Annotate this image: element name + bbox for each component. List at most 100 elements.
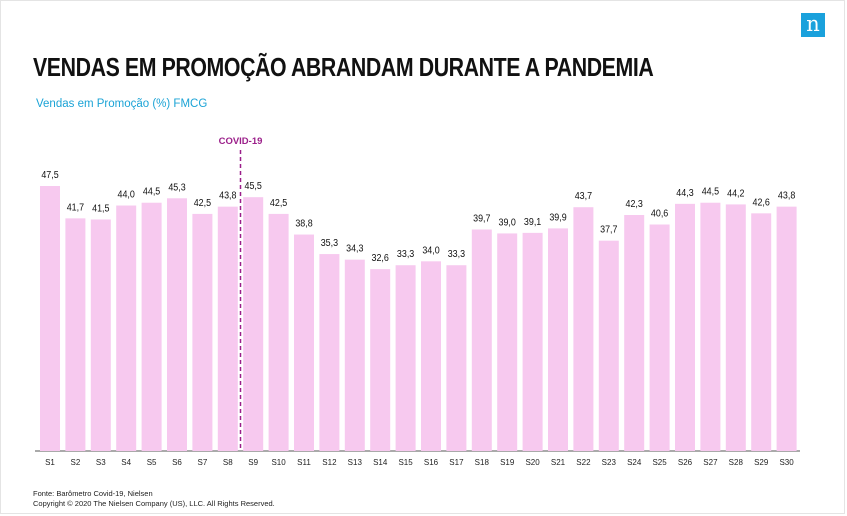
- value-label-s13: 34,3: [346, 243, 363, 255]
- x-tick-s5: S5: [147, 458, 157, 467]
- covid-annotation: COVID-19: [219, 136, 263, 451]
- x-tick-s4: S4: [121, 458, 131, 467]
- value-label-s21: 39,9: [549, 212, 566, 224]
- bar-s11: [294, 234, 314, 451]
- bar-s29: [751, 213, 772, 451]
- value-label-s2: 41,7: [67, 202, 84, 214]
- x-tick-s24: S24: [627, 458, 642, 467]
- x-tick-s26: S26: [678, 458, 693, 467]
- x-tick-s10: S10: [271, 458, 286, 467]
- x-tick-s19: S19: [500, 458, 515, 467]
- bar-s12: [319, 254, 340, 451]
- value-label-s6: 45,3: [168, 182, 185, 194]
- bar-s19: [497, 233, 518, 451]
- x-tick-s15: S15: [398, 458, 413, 467]
- value-label-s7: 42,5: [194, 197, 211, 209]
- covid-label: COVID-19: [219, 136, 263, 147]
- value-label-s15: 33,3: [397, 249, 414, 261]
- x-tick-s1: S1: [45, 458, 55, 467]
- value-label-s4: 44,0: [118, 189, 136, 201]
- x-tick-s25: S25: [652, 458, 667, 467]
- value-label-s16: 34,0: [422, 245, 440, 257]
- value-label-s24: 42,3: [626, 198, 643, 210]
- x-tick-s20: S20: [525, 458, 540, 467]
- value-label-s30: 43,8: [778, 190, 795, 202]
- value-label-s11: 38,8: [295, 218, 312, 230]
- chart-subtitle: Vendas em Promoção (%) FMCG: [36, 98, 208, 110]
- bar-s18: [471, 229, 492, 451]
- value-label-s12: 35,3: [321, 237, 338, 249]
- bar-s3: [90, 219, 111, 451]
- bar-s7: [192, 213, 213, 451]
- bar-s28: [725, 204, 746, 451]
- bar-s8: [217, 206, 238, 451]
- x-tick-s23: S23: [602, 458, 617, 467]
- value-label-s22: 43,7: [575, 191, 592, 203]
- bar-s25: [649, 224, 670, 451]
- bar-s15: [395, 265, 416, 451]
- source-note: Fonte: Barômetro Covid-19, Nielsen: [33, 489, 153, 498]
- bar-s5: [141, 202, 162, 451]
- chart-title: VENDAS EM PROMOÇÃO ABRANDAM DURANTE A PA…: [33, 52, 654, 82]
- x-tick-s2: S2: [71, 458, 81, 467]
- bar-s22: [573, 207, 594, 451]
- footer: Fonte: Barômetro Covid-19, Nielsen Copyr…: [33, 489, 275, 509]
- x-tick-s11: S11: [297, 458, 311, 467]
- value-label-s28: 44,2: [727, 188, 744, 200]
- value-label-s20: 39,1: [524, 216, 541, 228]
- bar-s17: [446, 265, 467, 451]
- x-tick-s8: S8: [223, 458, 233, 467]
- x-tick-s16: S16: [424, 458, 439, 467]
- bar-s13: [344, 259, 365, 451]
- value-label-s3: 41,5: [92, 203, 109, 215]
- x-tick-s18: S18: [475, 458, 490, 467]
- value-label-s8: 43,8: [219, 190, 236, 202]
- x-tick-s17: S17: [449, 458, 464, 467]
- x-tick-s3: S3: [96, 458, 106, 467]
- bar-s20: [522, 232, 543, 451]
- x-tick-s30: S30: [779, 458, 794, 467]
- bar-s9: [243, 197, 264, 451]
- value-label-s9: 45,5: [245, 181, 262, 193]
- bar-s26: [675, 203, 695, 451]
- value-label-s10: 42,5: [270, 197, 287, 209]
- bar-s27: [700, 202, 721, 451]
- value-label-s18: 39,7: [473, 213, 490, 225]
- value-label-s23: 37,7: [600, 224, 617, 236]
- value-label-s26: 44,3: [676, 187, 693, 199]
- bar-s16: [421, 261, 441, 451]
- bar-s2: [65, 218, 86, 451]
- bar-s23: [598, 240, 619, 451]
- bar-s24: [624, 215, 645, 451]
- copyright-note: Copyright © 2020 The Nielsen Company (US…: [33, 499, 275, 508]
- x-tick-s27: S27: [703, 458, 718, 467]
- x-tick-s21: S21: [551, 458, 566, 467]
- x-tick-s29: S29: [754, 458, 769, 467]
- value-label-s29: 42,6: [753, 197, 770, 209]
- x-tick-s7: S7: [198, 458, 208, 467]
- value-label-s5: 44,5: [143, 186, 160, 198]
- value-label-s1: 47,5: [41, 169, 58, 181]
- bar-s30: [776, 206, 797, 451]
- value-label-s27: 44,5: [702, 186, 719, 198]
- x-tick-s6: S6: [172, 458, 182, 467]
- bar-s6: [167, 198, 187, 451]
- value-label-s25: 40,6: [651, 208, 668, 220]
- x-tick-s13: S13: [348, 458, 363, 467]
- bar-s1: [40, 186, 60, 451]
- bars-group: 47,5 S1 41,7 S2 41,5 S3 44,0 S4 44,5 S5 45,3 S6 42,5…: [40, 169, 797, 467]
- nielsen-logo: n: [801, 13, 825, 37]
- x-tick-s12: S12: [322, 458, 337, 467]
- x-tick-s14: S14: [373, 458, 388, 467]
- bar-s14: [370, 269, 391, 451]
- x-tick-s22: S22: [576, 458, 591, 467]
- bar-s4: [116, 205, 137, 451]
- value-label-s19: 39,0: [499, 217, 517, 229]
- value-label-s17: 33,3: [448, 249, 465, 261]
- value-label-s14: 32,6: [372, 253, 389, 265]
- x-tick-s28: S28: [729, 458, 744, 467]
- bar-s21: [548, 228, 568, 451]
- x-tick-s9: S9: [248, 458, 258, 467]
- bar-s10: [268, 213, 289, 451]
